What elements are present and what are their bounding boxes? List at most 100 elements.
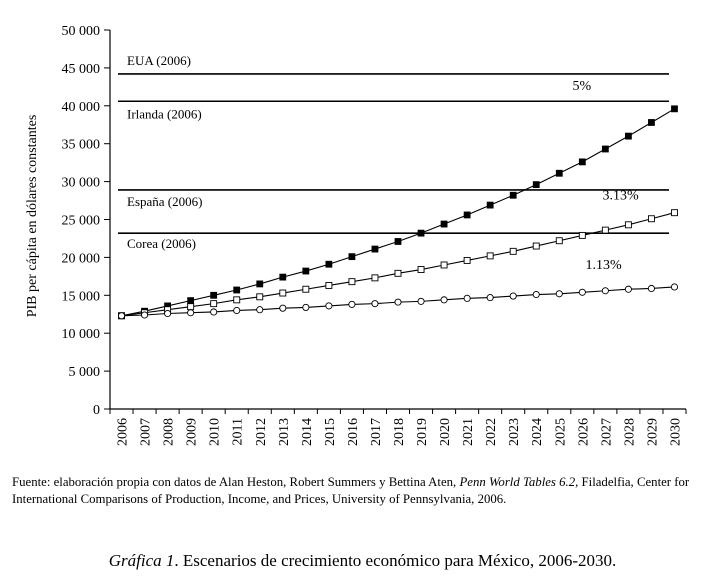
- x-tick-label: 2028: [622, 418, 637, 446]
- data-point: [648, 119, 655, 126]
- data-point: [555, 169, 563, 177]
- data-point: [210, 300, 218, 308]
- x-tick-label: 2013: [277, 418, 292, 446]
- data-point: [417, 266, 425, 273]
- data-point: [187, 309, 195, 317]
- data-point: [532, 290, 540, 299]
- data-point: [509, 292, 517, 300]
- data-point: [210, 308, 218, 316]
- data-point: [486, 201, 494, 209]
- y-tick-label: 40 000: [62, 100, 101, 115]
- y-tick-label: 30 000: [62, 176, 101, 191]
- data-point: [302, 303, 310, 311]
- y-tick-label: 50 000: [62, 24, 101, 39]
- series-line: [121, 108, 675, 317]
- data-point: [210, 291, 218, 299]
- data-point: [233, 296, 241, 304]
- data-point: [509, 191, 517, 199]
- reference-line-label: Irlanda (2006): [127, 106, 202, 121]
- caption-text: . Escenarios de crecimiento económico pa…: [174, 551, 617, 570]
- data-point: [417, 297, 425, 305]
- data-point: [578, 158, 586, 166]
- x-tick-label: 2022: [484, 418, 499, 446]
- x-tick-label: 2023: [507, 418, 522, 446]
- data-point: [117, 312, 126, 320]
- data-point: [509, 247, 517, 255]
- series-label: 5%: [572, 79, 591, 94]
- data-point: [371, 300, 379, 308]
- data-point: [164, 309, 172, 318]
- x-tick-label: 2019: [415, 418, 430, 446]
- data-point: [325, 281, 333, 289]
- data-point: [670, 283, 679, 291]
- x-tick-label: 2018: [392, 418, 407, 446]
- x-tick-label: 2006: [116, 418, 131, 446]
- source-title: Penn World Tables 6.2: [459, 475, 576, 489]
- x-tick-label: 2029: [645, 418, 660, 446]
- series-3: 1.13%: [117, 258, 679, 320]
- data-point: [578, 231, 586, 239]
- data-point: [440, 220, 448, 228]
- x-tick-label: 2007: [139, 418, 154, 446]
- y-tick-label: 35 000: [62, 138, 101, 153]
- series-1: 5%: [118, 79, 678, 320]
- data-point: [671, 105, 678, 113]
- data-point: [325, 302, 333, 310]
- data-point: [233, 286, 241, 294]
- data-point: [279, 304, 287, 312]
- data-point: [463, 211, 471, 219]
- data-point: [233, 306, 241, 315]
- reference-lines: EUA (2006) Irlanda (2006) España (2006) Cor…: [118, 53, 669, 251]
- data-point: [440, 296, 448, 304]
- chart: 0 5 000 10 000 15 000 20 000 25 000 30 000 35 0…: [25, 24, 687, 446]
- data-point: [325, 260, 333, 268]
- x-tick-label: 2009: [185, 418, 200, 446]
- y-tick-label: 10 000: [62, 327, 101, 342]
- data-point: [555, 237, 563, 245]
- data-point: [141, 311, 149, 319]
- data-point: [256, 293, 264, 301]
- x-tick-label: 2020: [438, 418, 453, 446]
- x-tick-label: 2011: [231, 418, 246, 445]
- data-point: [302, 285, 310, 293]
- y-tick-label: 25 000: [62, 214, 101, 229]
- data-point: [463, 256, 471, 264]
- data-point: [555, 290, 563, 298]
- x-tick-label: 2008: [162, 418, 177, 446]
- data-point: [279, 289, 287, 297]
- data-point: [624, 221, 632, 229]
- data-point: [532, 181, 540, 189]
- y-tick-label: 20 000: [62, 251, 101, 266]
- x-tick-label: 2017: [369, 418, 384, 446]
- series-group: 5% 3.13% 1.13%: [117, 79, 679, 320]
- reference-line-label: EUA (2006): [127, 53, 191, 68]
- x-tick-label: 2025: [553, 418, 568, 446]
- x-tick-label: 2027: [599, 418, 614, 446]
- data-point: [463, 294, 471, 302]
- series-2: 3.13%: [118, 189, 678, 320]
- data-point: [394, 238, 402, 245]
- source-prefix: Fuente: elaboración propia con datos de …: [12, 475, 460, 489]
- data-point: [532, 242, 540, 250]
- data-point: [348, 278, 356, 286]
- data-point: [348, 253, 356, 261]
- x-tick-label: 2024: [530, 418, 545, 446]
- axes: 0 5 000 10 000 15 000 20 000 25 000 30 000 35 0…: [62, 24, 687, 446]
- source-suffix: , Filadelfia, Center for International C…: [12, 475, 690, 506]
- x-tick-label: 2026: [576, 418, 591, 446]
- data-point: [371, 245, 379, 253]
- data-point: [302, 267, 310, 275]
- data-point: [601, 145, 609, 153]
- x-tick-label: 2030: [668, 418, 683, 446]
- data-point: [601, 226, 609, 234]
- data-point: [256, 280, 264, 288]
- data-point: [187, 303, 195, 311]
- data-point: [440, 261, 448, 269]
- data-point: [279, 273, 287, 281]
- series-label: 1.13%: [585, 258, 622, 273]
- data-point: [624, 285, 632, 293]
- data-point: [348, 300, 356, 308]
- y-tick-label: 5 000: [69, 365, 101, 380]
- data-point: [486, 294, 494, 302]
- data-point: [601, 287, 609, 295]
